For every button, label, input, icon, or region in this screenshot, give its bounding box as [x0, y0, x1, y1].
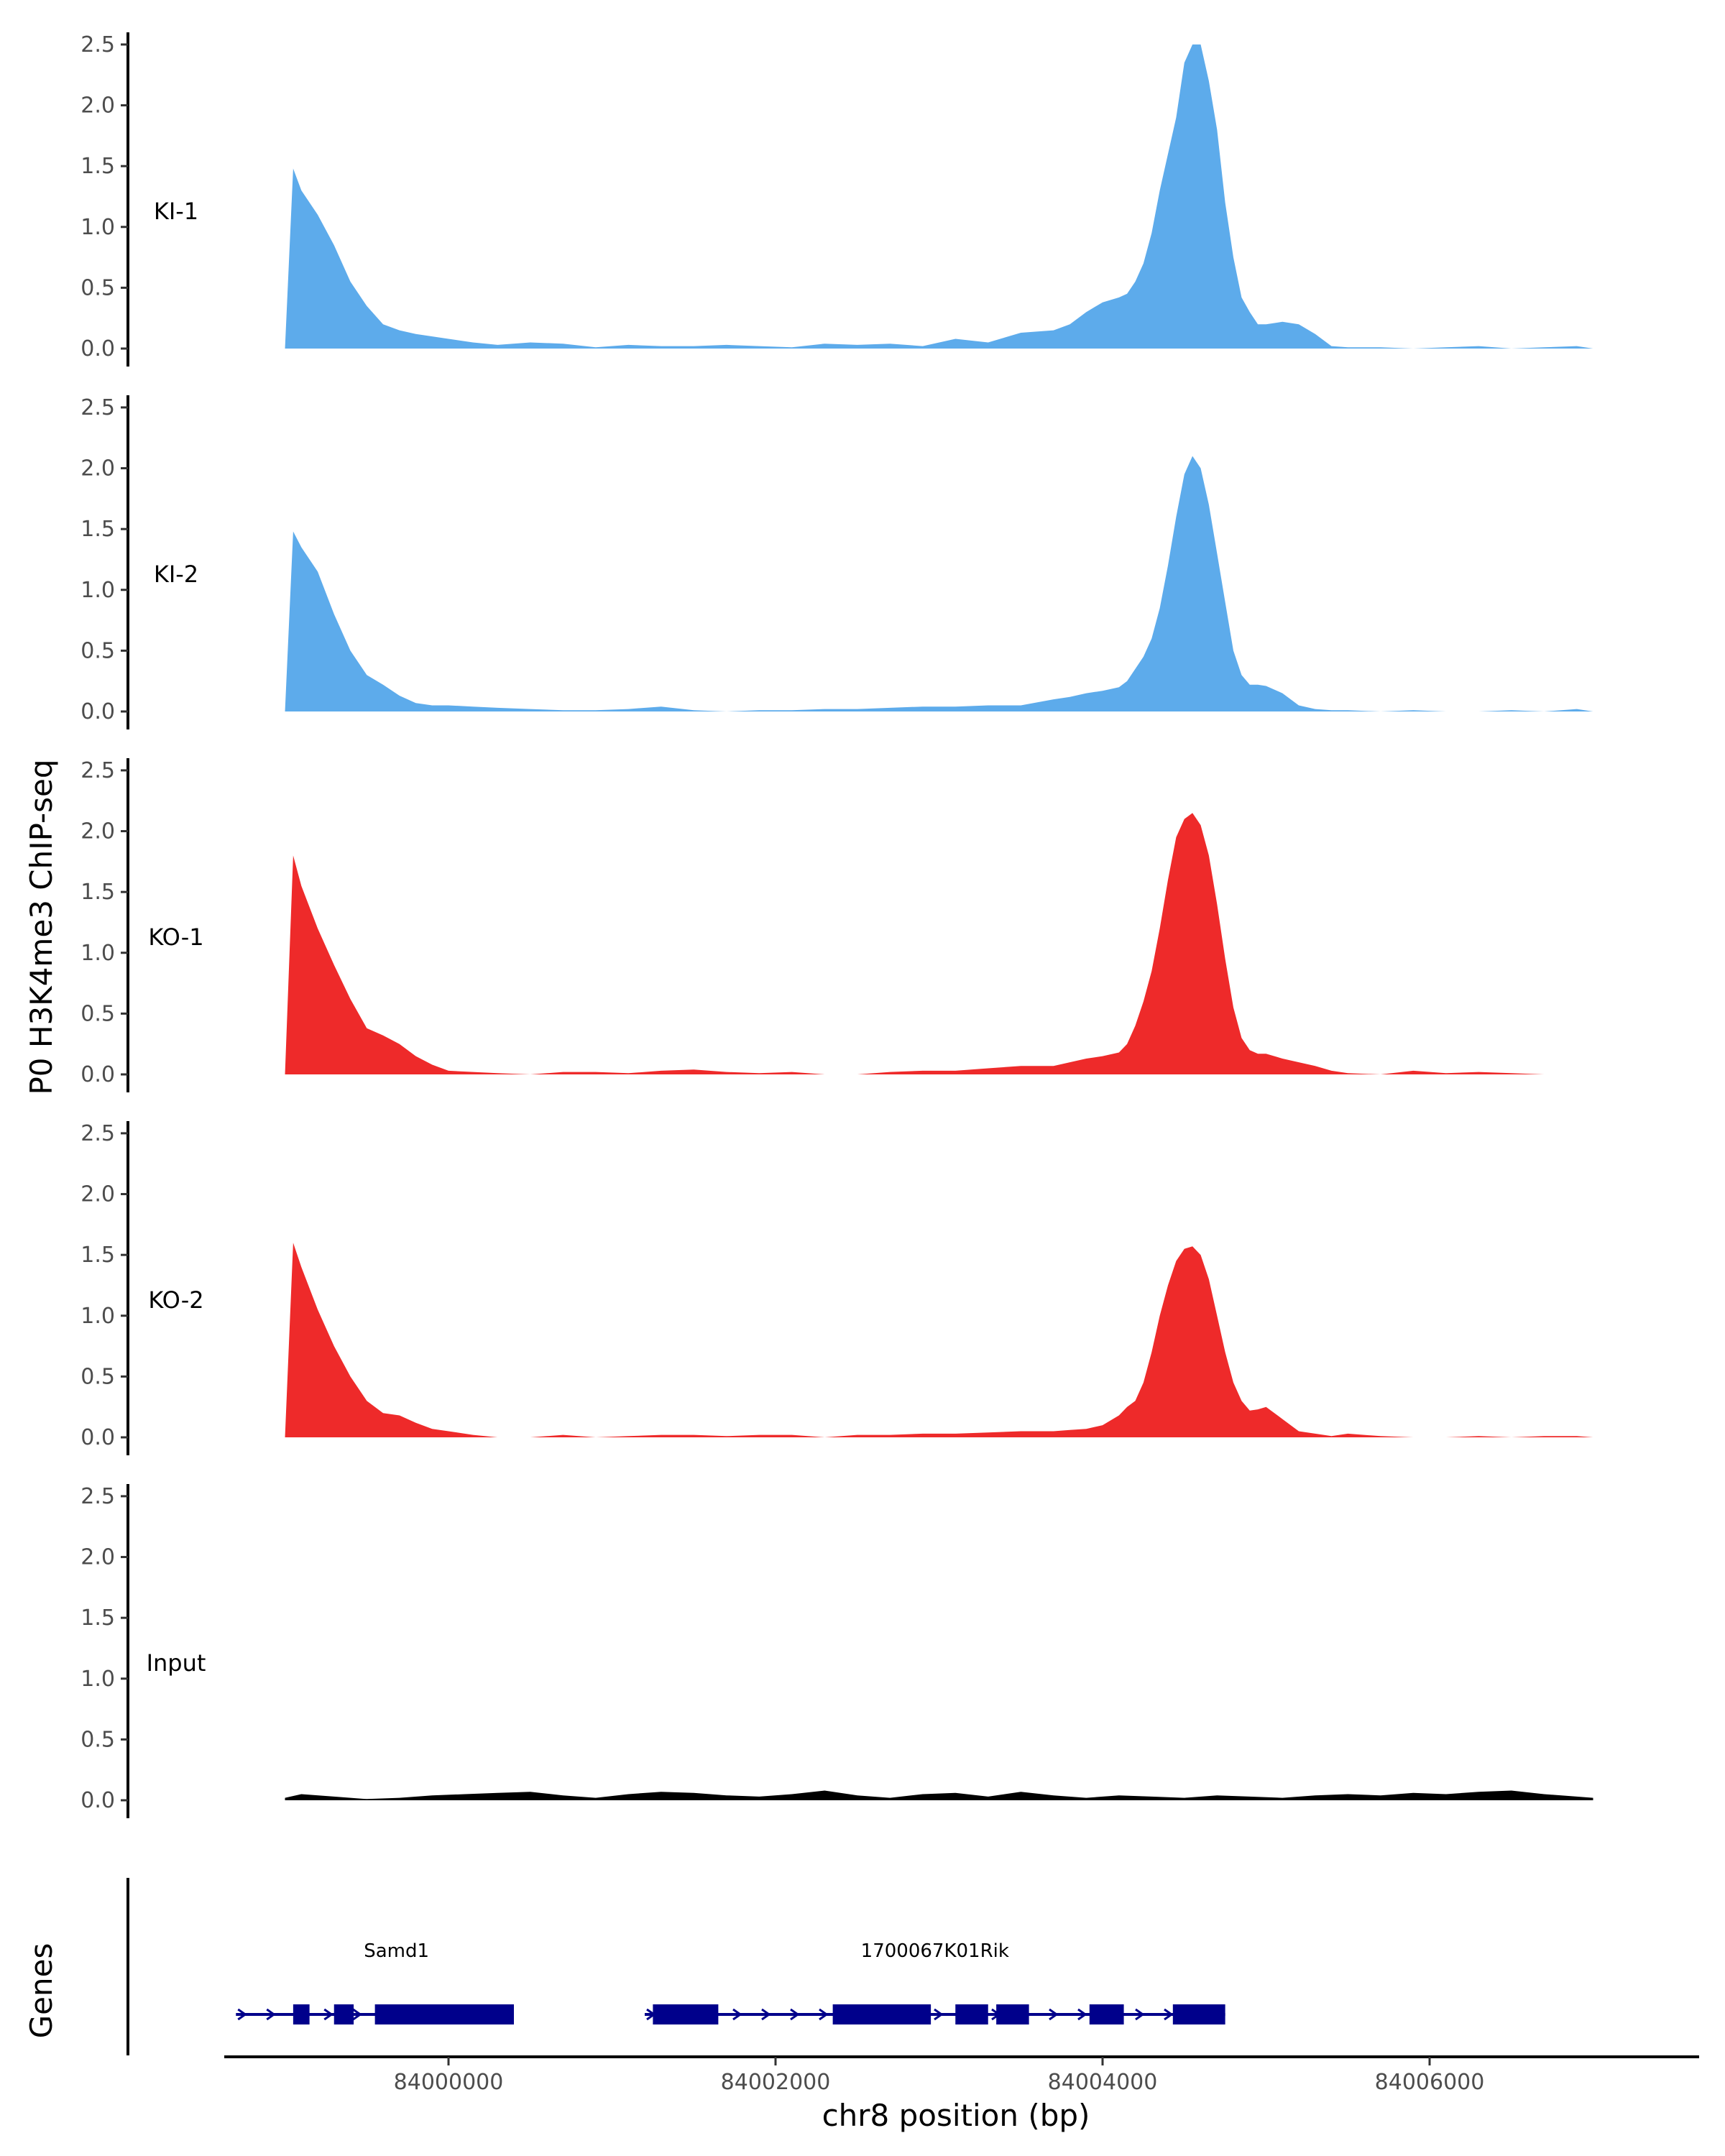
y-tick-label: 1.5 [80, 880, 115, 905]
track-ko-2: 0.0 0.5 1.0 1.5 2.0 2.5 KO-2 [80, 1121, 1593, 1455]
track-label: KI-1 [154, 198, 198, 225]
y-tick-label: 0.0 [80, 1062, 115, 1087]
gene-label: 1700067K01Rik [861, 1940, 1009, 1962]
gene-exon [832, 2004, 932, 2024]
track-label: KI-2 [154, 561, 198, 588]
gene-exon [955, 2004, 988, 2024]
y-tick-label: 2.0 [80, 93, 115, 119]
gene-samd1: Samd1 [236, 1940, 514, 2024]
signal-area [285, 1243, 1593, 1437]
signal-area [285, 1790, 1593, 1800]
y-tick-label: 0.5 [80, 1727, 115, 1752]
y-tick-label: 1.0 [80, 1667, 115, 1692]
gene-label: Samd1 [364, 1940, 429, 1962]
strand-arrow [934, 2008, 944, 2021]
strand-arrow [790, 2008, 800, 2021]
strand-arrow [323, 2008, 334, 2021]
y-tick-label: 2.5 [80, 758, 115, 783]
strand-arrow [237, 2008, 247, 2021]
y-tick-label: 2.0 [80, 819, 115, 844]
y-tick-label: 2.0 [80, 456, 115, 482]
x-tick-label: 84002000 [721, 2070, 831, 2095]
y-tick-label: 0.5 [80, 1364, 115, 1389]
track-label: KO-1 [148, 923, 203, 951]
y-tick-label: 1.5 [80, 154, 115, 179]
strand-arrow [732, 2008, 742, 2021]
strand-arrow [761, 2008, 771, 2021]
y-tick-label: 1.0 [80, 215, 115, 240]
y-tick-label: 0.5 [80, 275, 115, 300]
gene-exon [996, 2004, 1029, 2024]
y-tick-label: 2.0 [80, 1545, 115, 1570]
strand-arrow [819, 2008, 829, 2021]
genes-axis-title: Genes [24, 1943, 59, 2039]
gene-exon [1172, 2004, 1225, 2024]
strand-arrow [1164, 2008, 1174, 2021]
y-tick-label: 0.5 [80, 638, 115, 663]
track-ko-1: 0.0 0.5 1.0 1.5 2.0 2.5 KO-1 [80, 758, 1593, 1092]
strand-arrow [1049, 2008, 1059, 2021]
genes-layer: Samd1 1700067K01Rik [126, 1878, 1225, 2055]
y-tick-label: 0.5 [80, 1001, 115, 1026]
strand-arrow [352, 2008, 362, 2021]
track-label: Input [147, 1649, 206, 1677]
x-axis-title: chr8 position (bp) [822, 2098, 1090, 2133]
tracks-layer: 0.0 0.5 1.0 1.5 2.0 2.5 KI-1 0.0 0.5 1.0 1.5 2.0 2.5… [80, 32, 1593, 1818]
y-tick-label: 0.0 [80, 699, 115, 724]
x-tick-label: 84000000 [394, 2070, 504, 2095]
y-tick-label: 1.5 [80, 1243, 115, 1268]
y-tick-label: 1.0 [80, 941, 115, 966]
y-tick-label: 1.5 [80, 517, 115, 542]
signal-area [285, 456, 1593, 711]
track-ki-1: 0.0 0.5 1.0 1.5 2.0 2.5 KI-1 [80, 32, 1593, 367]
x-tick-label: 84006000 [1375, 2070, 1485, 2095]
strand-arrow [266, 2008, 276, 2021]
track-ki-2: 0.0 0.5 1.0 1.5 2.0 2.5 KI-2 [80, 395, 1593, 729]
gene-exon [653, 2004, 719, 2024]
y-tick-label: 0.0 [80, 336, 115, 361]
y-axis-title: P0 H3K4me3 ChIP-seq [24, 759, 59, 1095]
gene-exon [334, 2004, 354, 2024]
y-tick-label: 1.0 [80, 578, 115, 603]
y-tick-label: 1.0 [80, 1304, 115, 1329]
y-tick-label: 1.5 [80, 1606, 115, 1631]
y-tick-label: 2.5 [80, 1121, 115, 1146]
strand-arrow [1077, 2008, 1087, 2021]
track-input: 0.0 0.5 1.0 1.5 2.0 2.5 Input [80, 1484, 1593, 1818]
gene-exon [1089, 2004, 1124, 2024]
y-tick-label: 2.5 [80, 1484, 115, 1509]
signal-area [285, 813, 1593, 1074]
gene-exon [374, 2004, 514, 2024]
track-label: KO-2 [148, 1286, 203, 1314]
signal-area [285, 44, 1593, 349]
y-tick-label: 2.5 [80, 395, 115, 420]
gene-1700067k01rik: 1700067K01Rik [645, 1940, 1225, 2024]
x-tick-label: 84004000 [1048, 2070, 1158, 2095]
gene-exon [293, 2004, 310, 2024]
y-tick-label: 0.0 [80, 1425, 115, 1450]
y-tick-label: 0.0 [80, 1788, 115, 1813]
strand-arrow [1135, 2008, 1145, 2021]
y-tick-label: 2.5 [80, 32, 115, 57]
y-tick-label: 2.0 [80, 1182, 115, 1207]
x-axis: 84000000 84002000 84004000 84006000 [224, 2055, 1699, 2095]
